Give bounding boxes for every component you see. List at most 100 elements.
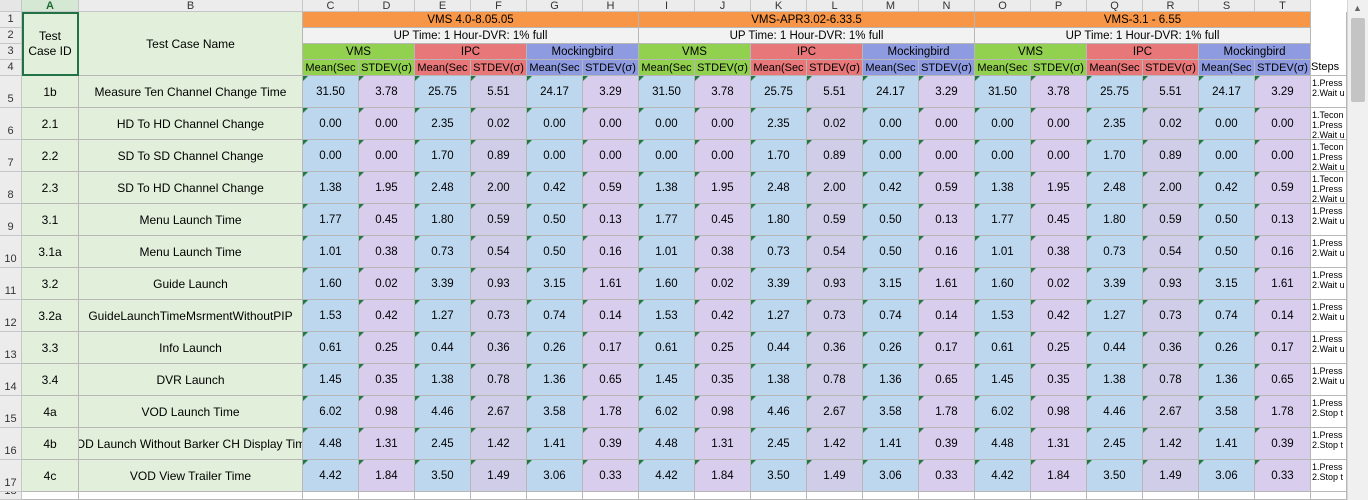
test-case-name-cell[interactable]: OD Launch Without Barker CH Display Tim xyxy=(79,428,303,460)
mean-value-cell[interactable]: 3.58 xyxy=(863,396,919,428)
stdev-value-cell[interactable]: 0.36 xyxy=(1143,332,1199,364)
mean-value-cell[interactable]: 2.45 xyxy=(1087,428,1143,460)
uptime-label[interactable]: UP Time: 1 Hour-DVR: 1% full xyxy=(303,28,639,44)
mean-value-cell[interactable]: 1.70 xyxy=(415,140,471,172)
column-header[interactable]: A xyxy=(22,0,79,12)
row-header[interactable]: 14 xyxy=(0,364,22,396)
mean-value-cell[interactable]: 4.48 xyxy=(975,428,1031,460)
platform-header[interactable]: VMS xyxy=(639,44,751,60)
empty-cell[interactable] xyxy=(303,492,359,500)
stdev-value-cell[interactable]: 0.00 xyxy=(1255,140,1311,172)
mean-value-cell[interactable]: 0.00 xyxy=(639,140,695,172)
mean-value-cell[interactable]: 0.42 xyxy=(527,172,583,204)
mean-value-cell[interactable]: 1.38 xyxy=(639,172,695,204)
column-header[interactable]: R xyxy=(1143,0,1199,12)
mean-value-cell[interactable]: 1.01 xyxy=(303,236,359,268)
stdev-value-cell[interactable]: 1.84 xyxy=(1031,460,1087,492)
mean-value-cell[interactable]: 3.15 xyxy=(863,268,919,300)
mean-value-cell[interactable]: 0.00 xyxy=(303,108,359,140)
mean-value-cell[interactable]: 0.00 xyxy=(975,108,1031,140)
empty-cell[interactable] xyxy=(415,492,471,500)
mean-value-cell[interactable]: 3.15 xyxy=(1199,268,1255,300)
empty-cell[interactable] xyxy=(79,492,303,500)
mean-value-cell[interactable]: 0.50 xyxy=(863,204,919,236)
column-header[interactable]: P xyxy=(1031,0,1087,12)
platform-header[interactable]: IPC xyxy=(1087,44,1199,60)
stdev-value-cell[interactable]: 1.84 xyxy=(359,460,415,492)
row-header[interactable]: 12 xyxy=(0,300,22,332)
stdev-value-cell[interactable]: 0.33 xyxy=(1255,460,1311,492)
steps-cell[interactable]: 1.Press 2.Wait u xyxy=(1311,300,1347,332)
stdev-value-cell[interactable]: 0.13 xyxy=(583,204,639,236)
stdev-value-cell[interactable]: 2.67 xyxy=(1143,396,1199,428)
mean-value-cell[interactable]: 24.17 xyxy=(527,76,583,108)
stdev-value-cell[interactable]: 0.00 xyxy=(919,140,975,172)
mean-value-cell[interactable]: 2.35 xyxy=(415,108,471,140)
mean-value-cell[interactable]: 3.58 xyxy=(1199,396,1255,428)
steps-cell[interactable]: 1.Tecon 1.Press 2.Wait u xyxy=(1311,140,1347,172)
uptime-label[interactable]: UP Time: 1 Hour-DVR: 1% full xyxy=(975,28,1311,44)
column-header[interactable]: N xyxy=(919,0,975,12)
empty-cell[interactable] xyxy=(639,492,695,500)
stdev-value-cell[interactable]: 1.49 xyxy=(807,460,863,492)
test-case-name-cell[interactable]: Measure Ten Channel Change Time xyxy=(79,76,303,108)
column-header[interactable]: I xyxy=(639,0,695,12)
test-case-name-cell[interactable]: DVR Launch xyxy=(79,364,303,396)
row-header[interactable]: 18 xyxy=(0,492,22,500)
stdev-value-cell[interactable]: 0.54 xyxy=(471,236,527,268)
mean-value-cell[interactable]: 0.73 xyxy=(751,236,807,268)
empty-cell[interactable] xyxy=(1199,492,1255,500)
mean-value-cell[interactable]: 1.70 xyxy=(751,140,807,172)
mean-value-cell[interactable]: 3.58 xyxy=(527,396,583,428)
mean-value-cell[interactable]: 0.00 xyxy=(863,140,919,172)
mean-value-cell[interactable]: 0.50 xyxy=(527,236,583,268)
stdev-value-cell[interactable]: 0.42 xyxy=(695,300,751,332)
stdev-value-cell[interactable]: 1.84 xyxy=(695,460,751,492)
mean-value-cell[interactable]: 1.36 xyxy=(863,364,919,396)
mean-value-cell[interactable]: 1.38 xyxy=(975,172,1031,204)
stdev-value-cell[interactable]: 2.00 xyxy=(471,172,527,204)
mean-value-cell[interactable]: 2.45 xyxy=(415,428,471,460)
stdev-value-cell[interactable]: 5.51 xyxy=(471,76,527,108)
steps-header[interactable]: Steps xyxy=(1311,12,1347,76)
stdev-value-cell[interactable]: 0.13 xyxy=(919,204,975,236)
mean-value-cell[interactable]: 0.50 xyxy=(1199,236,1255,268)
row-header[interactable]: 16 xyxy=(0,428,22,460)
stdev-value-cell[interactable]: 2.00 xyxy=(1143,172,1199,204)
stdev-value-cell[interactable]: 0.00 xyxy=(583,108,639,140)
test-case-name-cell[interactable]: VOD Launch Time xyxy=(79,396,303,428)
stdev-value-cell[interactable]: 0.98 xyxy=(695,396,751,428)
stdev-value-cell[interactable]: 0.38 xyxy=(695,236,751,268)
stdev-value-cell[interactable]: 0.98 xyxy=(359,396,415,428)
platform-header[interactable]: Mockingbird xyxy=(1199,44,1311,60)
stat-header[interactable]: Mean(Sec xyxy=(639,60,695,76)
column-header[interactable]: E xyxy=(415,0,471,12)
stdev-value-cell[interactable]: 1.78 xyxy=(1255,396,1311,428)
column-header[interactable]: O xyxy=(975,0,1031,12)
stdev-value-cell[interactable]: 1.95 xyxy=(695,172,751,204)
mean-value-cell[interactable]: 3.06 xyxy=(527,460,583,492)
mean-value-cell[interactable]: 3.50 xyxy=(415,460,471,492)
platform-header[interactable]: Mockingbird xyxy=(527,44,639,60)
stdev-value-cell[interactable]: 0.00 xyxy=(359,108,415,140)
stdev-value-cell[interactable]: 0.17 xyxy=(919,332,975,364)
stdev-value-cell[interactable]: 0.14 xyxy=(583,300,639,332)
test-case-id-cell[interactable]: 3.2 xyxy=(22,268,79,300)
stdev-value-cell[interactable]: 0.33 xyxy=(919,460,975,492)
mean-value-cell[interactable]: 4.46 xyxy=(1087,396,1143,428)
mean-value-cell[interactable]: 1.27 xyxy=(1087,300,1143,332)
stdev-value-cell[interactable]: 2.67 xyxy=(807,396,863,428)
column-header[interactable]: B xyxy=(79,0,303,12)
mean-value-cell[interactable]: 6.02 xyxy=(975,396,1031,428)
stdev-value-cell[interactable]: 0.02 xyxy=(807,108,863,140)
column-header[interactable]: S xyxy=(1199,0,1255,12)
stdev-value-cell[interactable]: 0.35 xyxy=(1031,364,1087,396)
stdev-value-cell[interactable]: 0.59 xyxy=(583,172,639,204)
row-header[interactable]: 9 xyxy=(0,204,22,236)
stdev-value-cell[interactable]: 0.16 xyxy=(1255,236,1311,268)
mean-value-cell[interactable]: 1.45 xyxy=(639,364,695,396)
mean-value-cell[interactable]: 1.70 xyxy=(1087,140,1143,172)
stdev-value-cell[interactable]: 1.31 xyxy=(1031,428,1087,460)
column-header[interactable]: T xyxy=(1255,0,1311,12)
